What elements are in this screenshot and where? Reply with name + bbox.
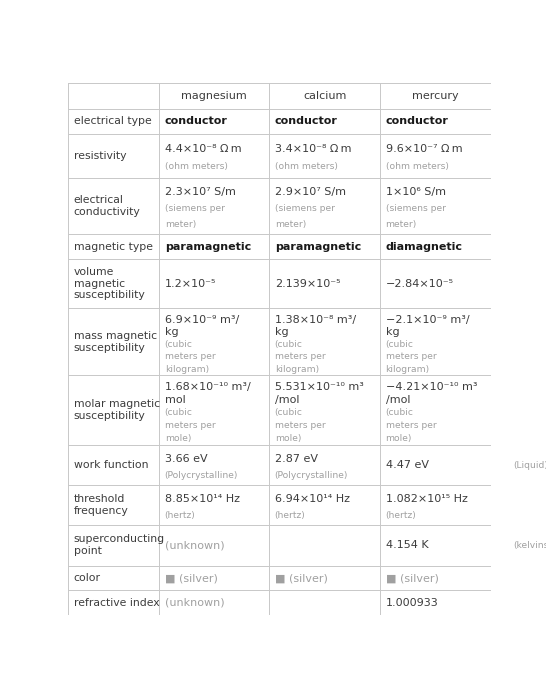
Text: (Liquid): (Liquid) — [514, 460, 546, 469]
Text: (siemens per: (siemens per — [165, 204, 225, 213]
Text: ■ (silver): ■ (silver) — [385, 573, 438, 583]
Text: 2.139×10⁻⁵: 2.139×10⁻⁵ — [275, 278, 340, 289]
Text: (kelvins): (kelvins) — [514, 540, 546, 549]
Text: (hertz): (hertz) — [385, 511, 417, 520]
Text: 2.87 eV: 2.87 eV — [275, 454, 318, 464]
Text: kilogram): kilogram) — [385, 365, 430, 374]
Text: threshold
frequency: threshold frequency — [74, 494, 128, 515]
Text: paramagnetic: paramagnetic — [165, 242, 251, 252]
Text: 1.68×10⁻¹⁰ m³/: 1.68×10⁻¹⁰ m³/ — [165, 382, 251, 392]
Text: (cubic: (cubic — [275, 340, 302, 349]
Text: kilogram): kilogram) — [165, 365, 209, 374]
Text: meters per: meters per — [385, 422, 436, 430]
Text: (cubic: (cubic — [165, 340, 193, 349]
Text: meters per: meters per — [165, 422, 216, 430]
Text: 6.94×10¹⁴ Hz: 6.94×10¹⁴ Hz — [275, 494, 350, 504]
Text: color: color — [74, 573, 101, 583]
Text: 9.6×10⁻⁷ Ω m: 9.6×10⁻⁷ Ω m — [385, 144, 462, 154]
Text: refractive index: refractive index — [74, 598, 159, 607]
Text: mole): mole) — [165, 434, 191, 443]
Text: 6.9×10⁻⁹ m³/: 6.9×10⁻⁹ m³/ — [165, 315, 239, 325]
Text: (cubic: (cubic — [275, 408, 302, 417]
Text: (ohm meters): (ohm meters) — [165, 162, 228, 171]
Text: ■ (silver): ■ (silver) — [165, 573, 218, 583]
Text: meters per: meters per — [275, 352, 325, 361]
Text: kg: kg — [385, 328, 399, 337]
Text: (cubic: (cubic — [165, 408, 193, 417]
Text: conductor: conductor — [385, 116, 448, 126]
Text: magnetic type: magnetic type — [74, 242, 153, 252]
Text: 2.9×10⁷ S/m: 2.9×10⁷ S/m — [275, 187, 346, 197]
Text: meters per: meters per — [275, 422, 325, 430]
Text: /mol: /mol — [385, 395, 410, 406]
Text: conductor: conductor — [275, 116, 337, 126]
Text: resistivity: resistivity — [74, 151, 126, 161]
Text: work function: work function — [74, 460, 149, 470]
Text: kilogram): kilogram) — [275, 365, 319, 374]
Text: 5.531×10⁻¹⁰ m³: 5.531×10⁻¹⁰ m³ — [275, 382, 364, 392]
Text: 3.66 eV: 3.66 eV — [165, 454, 207, 464]
Text: 1.000933: 1.000933 — [385, 598, 438, 607]
Text: (unknown): (unknown) — [165, 540, 224, 550]
Text: (unknown): (unknown) — [165, 598, 224, 607]
Text: mole): mole) — [385, 434, 412, 443]
Text: kg: kg — [165, 328, 179, 337]
Text: electrical
conductivity: electrical conductivity — [74, 196, 140, 217]
Text: 1.38×10⁻⁸ m³/: 1.38×10⁻⁸ m³/ — [275, 315, 356, 325]
Text: (siemens per: (siemens per — [275, 204, 335, 213]
Text: 1×10⁶ S/m: 1×10⁶ S/m — [385, 187, 446, 197]
Text: calcium: calcium — [303, 91, 346, 101]
Text: (cubic: (cubic — [385, 408, 413, 417]
Text: meter): meter) — [165, 220, 196, 229]
Text: 1.2×10⁻⁵: 1.2×10⁻⁵ — [165, 278, 216, 289]
Text: ■ (silver): ■ (silver) — [275, 573, 328, 583]
Text: /mol: /mol — [275, 395, 299, 406]
Text: diamagnetic: diamagnetic — [385, 242, 462, 252]
Text: volume
magnetic
susceptibility: volume magnetic susceptibility — [74, 267, 145, 300]
Text: 4.4×10⁻⁸ Ω m: 4.4×10⁻⁸ Ω m — [165, 144, 241, 154]
Text: mercury: mercury — [412, 91, 459, 101]
Text: mass magnetic
susceptibility: mass magnetic susceptibility — [74, 331, 157, 352]
Text: (siemens per: (siemens per — [385, 204, 446, 213]
Text: kg: kg — [275, 328, 288, 337]
Text: 1.082×10¹⁵ Hz: 1.082×10¹⁵ Hz — [385, 494, 467, 504]
Text: paramagnetic: paramagnetic — [275, 242, 361, 252]
Text: 4.47 eV: 4.47 eV — [385, 460, 429, 470]
Text: mol: mol — [165, 395, 186, 406]
Text: superconducting
point: superconducting point — [74, 534, 165, 556]
Text: molar magnetic
susceptibility: molar magnetic susceptibility — [74, 399, 160, 421]
Text: 8.85×10¹⁴ Hz: 8.85×10¹⁴ Hz — [165, 494, 240, 504]
Text: mole): mole) — [275, 434, 301, 443]
Text: electrical type: electrical type — [74, 116, 151, 126]
Text: 3.4×10⁻⁸ Ω m: 3.4×10⁻⁸ Ω m — [275, 144, 351, 154]
Text: (ohm meters): (ohm meters) — [385, 162, 448, 171]
Text: meters per: meters per — [165, 352, 216, 361]
Text: −2.1×10⁻⁹ m³/: −2.1×10⁻⁹ m³/ — [385, 315, 469, 325]
Text: meters per: meters per — [385, 352, 436, 361]
Text: magnesium: magnesium — [181, 91, 247, 101]
Text: meter): meter) — [275, 220, 306, 229]
Text: 4.154 K: 4.154 K — [385, 540, 428, 550]
Text: (cubic: (cubic — [385, 340, 413, 349]
Text: (ohm meters): (ohm meters) — [275, 162, 337, 171]
Text: conductor: conductor — [165, 116, 228, 126]
Text: (hertz): (hertz) — [165, 511, 195, 520]
Text: meter): meter) — [385, 220, 417, 229]
Text: −4.21×10⁻¹⁰ m³: −4.21×10⁻¹⁰ m³ — [385, 382, 477, 392]
Text: (hertz): (hertz) — [275, 511, 306, 520]
Text: 2.3×10⁷ S/m: 2.3×10⁷ S/m — [165, 187, 236, 197]
Text: (Polycrystalline): (Polycrystalline) — [165, 471, 238, 480]
Text: −2.84×10⁻⁵: −2.84×10⁻⁵ — [385, 278, 454, 289]
Text: (Polycrystalline): (Polycrystalline) — [275, 471, 348, 480]
